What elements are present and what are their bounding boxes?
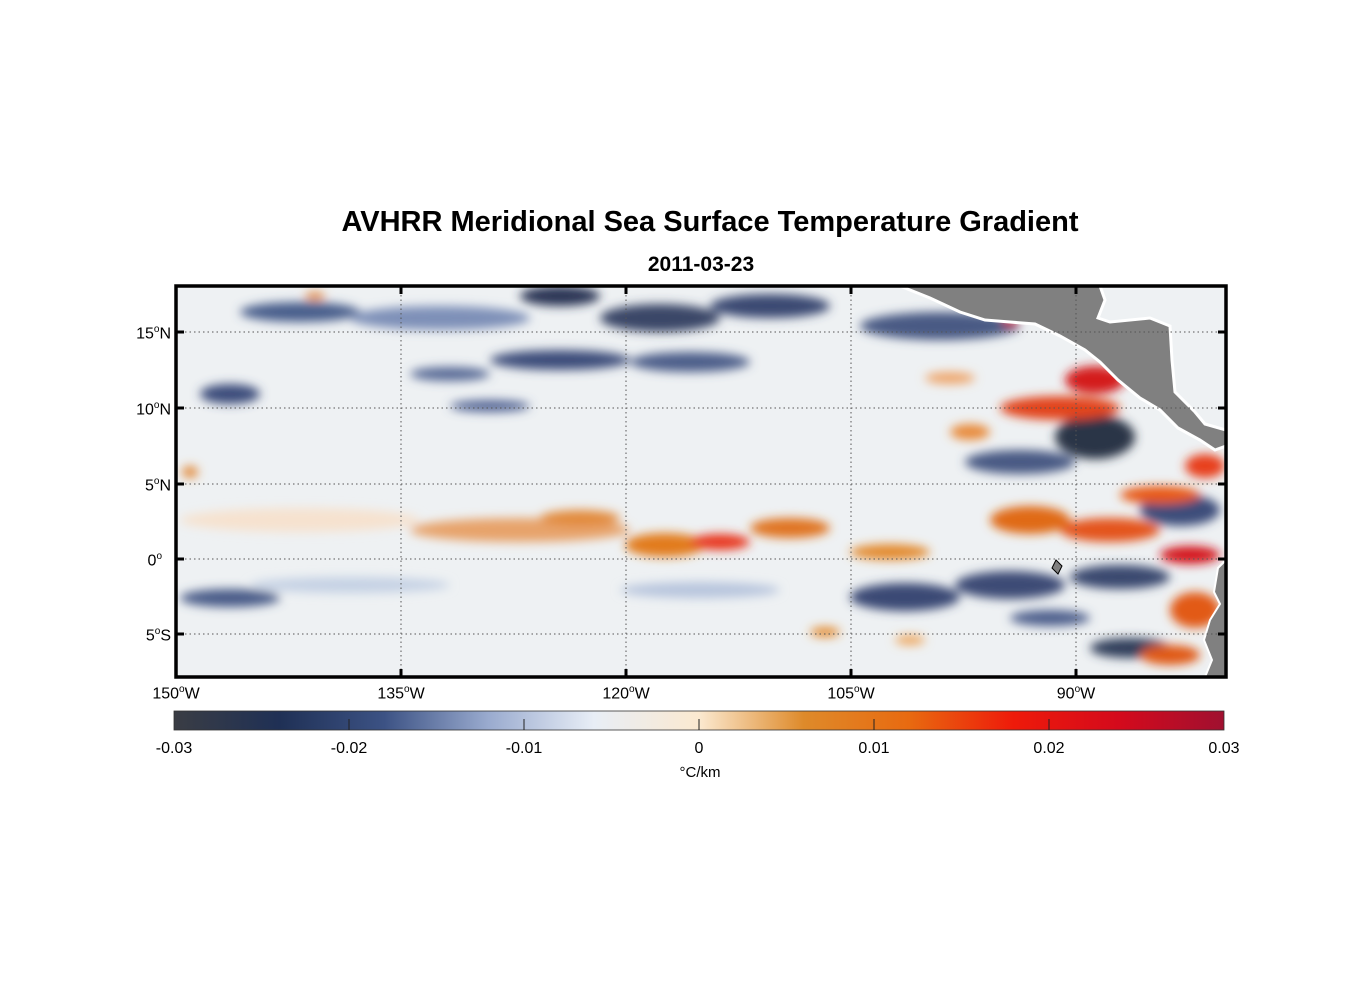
lon-label-135w: 135oW [377, 684, 425, 703]
colorbar-unit: °C/km [679, 764, 721, 781]
colorbar-tick-label: 0.02 [1033, 740, 1065, 757]
lon-label-120w: 120oW [602, 684, 650, 703]
lat-label-0: 0o [147, 551, 162, 570]
colorbar-ticks [348, 719, 1050, 730]
colorbar-tick-label: 0 [694, 740, 704, 757]
lon-label-105w: 105oW [827, 684, 875, 703]
lon-label-150w: 150oW [152, 684, 200, 703]
colorbar-tick-label: -0.01 [505, 740, 543, 757]
colorbar-tick-label: -0.02 [330, 740, 368, 757]
galapagos-island [1051, 559, 1063, 575]
colorbar-tick-label: -0.03 [155, 740, 193, 757]
land-masses [899, 286, 1226, 677]
map-subtitle: 2011-03-23 [647, 253, 755, 276]
lon-label-90w: 90oW [1056, 684, 1096, 703]
lat-label-10n: 10oN [136, 400, 171, 419]
map-frame [174, 284, 1228, 679]
lat-label-5n: 5oN [144, 476, 171, 495]
south-america-land [1202, 558, 1226, 677]
central-america-land [899, 286, 1226, 452]
frame-ticks [176, 286, 1226, 677]
map-title: AVHRR Meridional Sea Surface Temperature… [341, 206, 1079, 238]
colorbar-tick-label: 0.01 [858, 740, 890, 757]
colorbar-tick-label: 0.03 [1208, 740, 1240, 757]
lat-label-15n: 15oN [136, 324, 171, 343]
gradient-field [180, 286, 1225, 665]
lat-label-5s: 5oS [145, 626, 171, 645]
